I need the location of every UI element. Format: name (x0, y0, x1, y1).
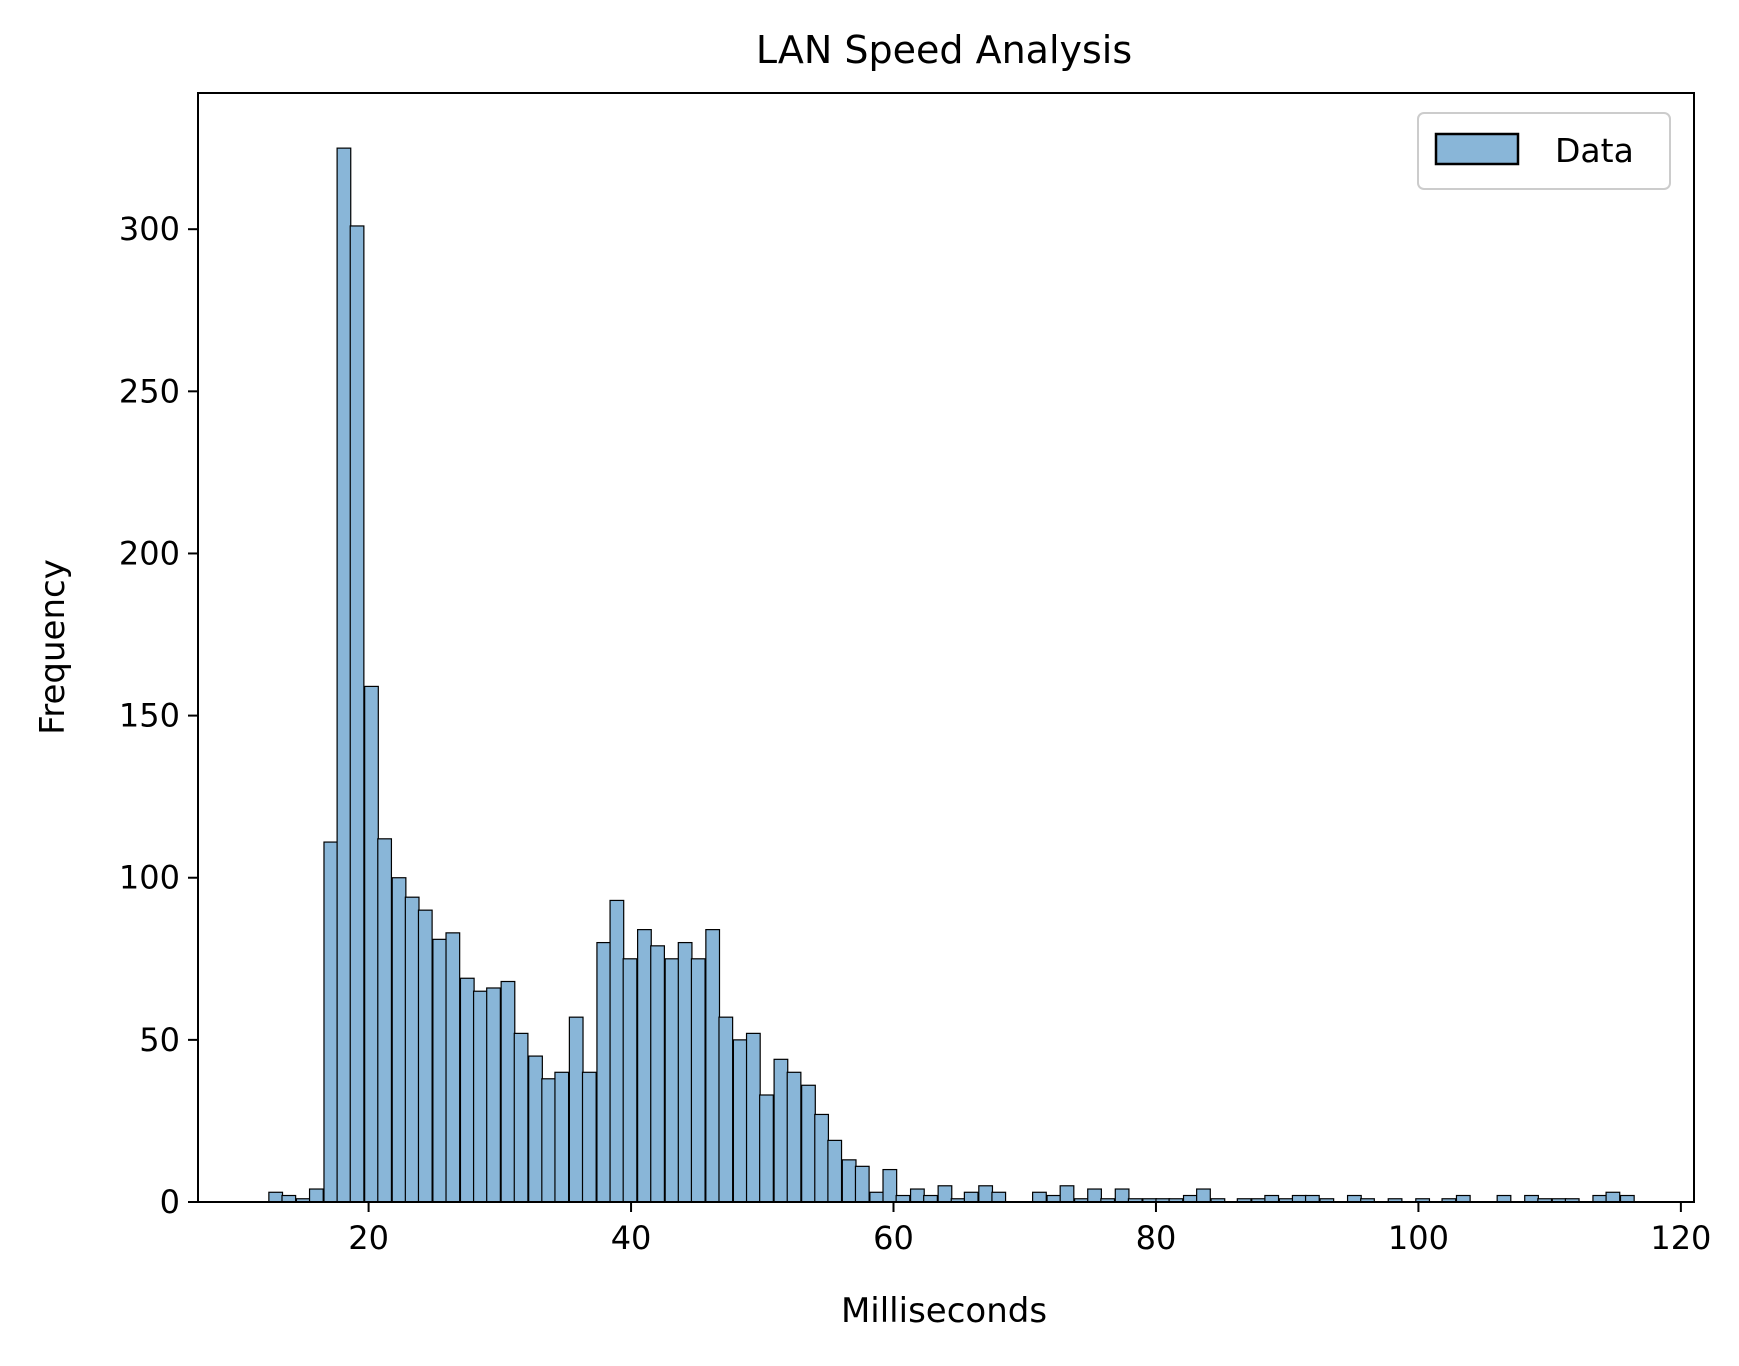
histogram-bar (677, 941, 693, 1203)
histogram-bar (1087, 1188, 1102, 1203)
histogram-bar (349, 225, 365, 1203)
y-axis-label: Frequency (33, 559, 73, 735)
x-tick-label: 100 (1388, 1219, 1449, 1257)
histogram-bar (364, 685, 379, 1203)
histogram-bar (909, 1188, 925, 1203)
legend-swatch (1434, 132, 1520, 166)
histogram-bar (718, 1016, 734, 1203)
histogram-bar (773, 1058, 789, 1203)
y-axis-ticks: 0 50 100 150 200 250 300 (119, 210, 198, 1221)
histogram-bar (745, 1032, 761, 1203)
histogram-bar (609, 899, 625, 1203)
histogram-bar (978, 1185, 994, 1203)
plot-frame (197, 92, 1695, 1203)
y-tick-label: 200 (119, 534, 180, 572)
histogram-bar (705, 929, 721, 1203)
histogram-bar (554, 1071, 570, 1203)
histogram-bar (869, 1191, 885, 1203)
histogram-bar (568, 1016, 584, 1203)
histogram-bar (690, 958, 706, 1203)
histogram-bar (500, 980, 516, 1203)
histogram-bar (417, 909, 433, 1203)
histogram-bar (937, 1185, 953, 1203)
bars-group (268, 147, 1635, 1203)
histogram-bar (814, 1113, 830, 1203)
histogram-bar (1605, 1191, 1621, 1203)
histogram-bar (664, 958, 680, 1203)
histogram-bar (991, 1191, 1007, 1203)
histogram-bar (268, 1191, 284, 1203)
histogram-bar (391, 877, 407, 1203)
histogram-bar (308, 1188, 324, 1203)
histogram-bar (486, 987, 501, 1203)
histogram-bar (445, 932, 461, 1203)
legend: Data (1417, 112, 1671, 190)
x-tick-label: 40 (611, 1219, 652, 1257)
histogram-bar (827, 1139, 843, 1203)
x-tick-label: 20 (348, 1219, 389, 1257)
histogram-bar (432, 938, 448, 1203)
legend-label: Data (1555, 131, 1634, 170)
histogram-bar (581, 1071, 597, 1203)
y-tick-label: 0 (160, 1183, 180, 1221)
histogram-bar (596, 941, 612, 1203)
x-tick-label: 60 (873, 1219, 914, 1257)
legend-box (1417, 112, 1671, 190)
histogram-bar (786, 1071, 802, 1203)
x-axis-label: Milliseconds (841, 1291, 1047, 1331)
histogram-bar (854, 1165, 870, 1203)
histogram-bar (336, 147, 352, 1203)
histogram-bar (541, 1078, 557, 1203)
histogram-bar (1114, 1188, 1130, 1203)
histogram-bar (459, 977, 475, 1203)
histogram-bar (732, 1039, 748, 1203)
x-axis-ticks: 20 40 60 80 100 120 (348, 1202, 1711, 1257)
y-tick-label: 100 (119, 859, 180, 897)
histogram-bar (963, 1191, 979, 1203)
histogram-bar (528, 1055, 543, 1203)
histogram-bar (882, 1168, 898, 1203)
histogram-bar (841, 1159, 857, 1203)
histogram-bar (404, 896, 420, 1203)
histogram-bar (377, 838, 393, 1203)
y-tick-label: 150 (119, 697, 180, 735)
histogram-bar (637, 929, 652, 1203)
histogram-bar (472, 990, 488, 1203)
x-tick-label: 120 (1650, 1219, 1711, 1257)
histogram-bar (1059, 1185, 1075, 1203)
y-tick-label: 300 (119, 210, 180, 248)
y-tick-label: 50 (139, 1021, 180, 1059)
histogram-bar (622, 958, 638, 1203)
y-tick-label: 250 (119, 372, 180, 410)
histogram-bar (801, 1084, 816, 1203)
histogram-bar (323, 841, 339, 1203)
histogram-bar (650, 945, 665, 1203)
x-tick-label: 80 (1136, 1219, 1177, 1257)
histogram-bar (513, 1032, 529, 1203)
histogram-bar (1032, 1191, 1047, 1203)
chart-title: LAN Speed Analysis (756, 28, 1132, 72)
histogram-bar (759, 1094, 774, 1203)
histogram-bar (1196, 1188, 1211, 1203)
